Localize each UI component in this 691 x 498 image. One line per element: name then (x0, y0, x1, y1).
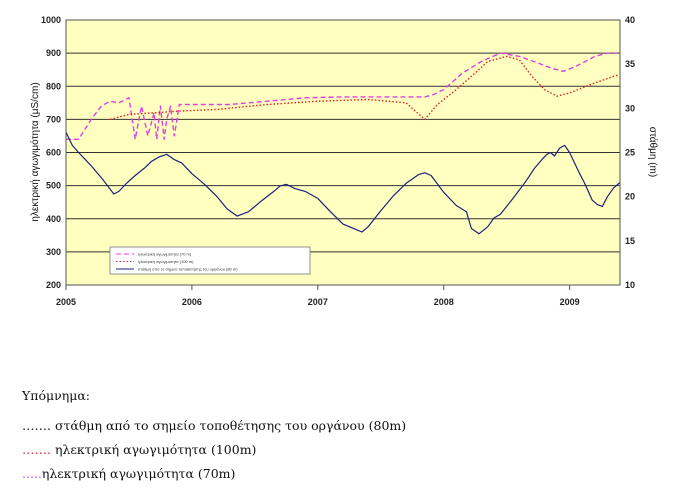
legend-item-level: ……. στάθμη από το σημείο τοποθέτησης του… (22, 418, 406, 433)
right-tick-label: 35 (625, 59, 635, 69)
right-tick-label: 15 (625, 236, 635, 246)
x-tick-label: 2005 (56, 297, 76, 307)
right-tick-label: 20 (625, 192, 635, 202)
plot-border (65, 19, 621, 286)
left-tick-label: 200 (46, 280, 61, 290)
left-axis-label: ηλεκτρική αγωγιμότητα (μS/cm) (29, 82, 41, 221)
legend-item-conductivity-70: .....ηλεκτρική αγωγιμότητα (70m) (22, 466, 235, 481)
inner-legend: ηλεκτρική αγωγιμότητα (70 m) ηλεκτρική αγ… (109, 246, 311, 275)
legend-marker-conductivity-100: ……. (22, 442, 51, 457)
legend-marker-level: ……. (22, 418, 51, 433)
series-line-2 (65, 131, 621, 235)
left-tick-label: 900 (46, 48, 61, 58)
legend-text-level: στάθμη από το σημείο τοποθέτησης του οργ… (50, 418, 407, 433)
left-tick-label: 1000 (41, 15, 61, 25)
x-tick-label: 2007 (308, 297, 328, 307)
series-line-1 (109, 55, 621, 121)
x-tick-label: 2008 (434, 297, 454, 307)
right-tick-label: 30 (625, 103, 635, 113)
left-tick-label: 400 (46, 214, 61, 224)
x-tick-label: 2009 (560, 297, 580, 307)
legend-text-conductivity-100: ηλεκτρική αγωγιμότητα (100m) (50, 442, 257, 457)
left-tick-label: 600 (46, 148, 61, 158)
inner-legend-label: ηλεκτρική αγωγιμότητα (100 m) (138, 259, 194, 264)
right-tick-label: 10 (625, 280, 635, 290)
series-line-0 (66, 52, 620, 141)
left-tick-label: 300 (46, 247, 61, 257)
inner-legend-label: στάθμη από το σημείο τοποθέτησης του οργ… (138, 267, 238, 272)
legend-title: Υπόμνημα: (22, 388, 90, 403)
x-tick-label: 2006 (182, 297, 202, 307)
left-tick-label: 800 (46, 81, 61, 91)
right-axis-label: στάθμη (m) (647, 127, 659, 177)
axes: 200 300 400 500 600 700 800 900 1000 10 15 20 25 30 35… (41, 15, 635, 307)
conductivity-water-level-chart: ηλεκτρική αγωγιμότητα (70 m) ηλεκτρική αγ… (29, 15, 659, 307)
legend-text-conductivity-70: ηλεκτρική αγωγιμότητα (70m) (41, 466, 236, 481)
legend-item-conductivity-100: ……. ηλεκτρική αγωγιμότητα (100m) (22, 442, 256, 457)
series-layer (65, 52, 621, 235)
left-tick-label: 700 (46, 114, 61, 124)
inner-legend-box (109, 246, 311, 275)
legend-marker-conductivity-70: ..... (22, 466, 42, 481)
right-tick-label: 25 (625, 148, 635, 158)
right-tick-label: 40 (625, 15, 635, 25)
left-tick-label: 500 (46, 181, 61, 191)
inner-legend-label: ηλεκτρική αγωγιμότητα (70 m) (138, 252, 192, 257)
